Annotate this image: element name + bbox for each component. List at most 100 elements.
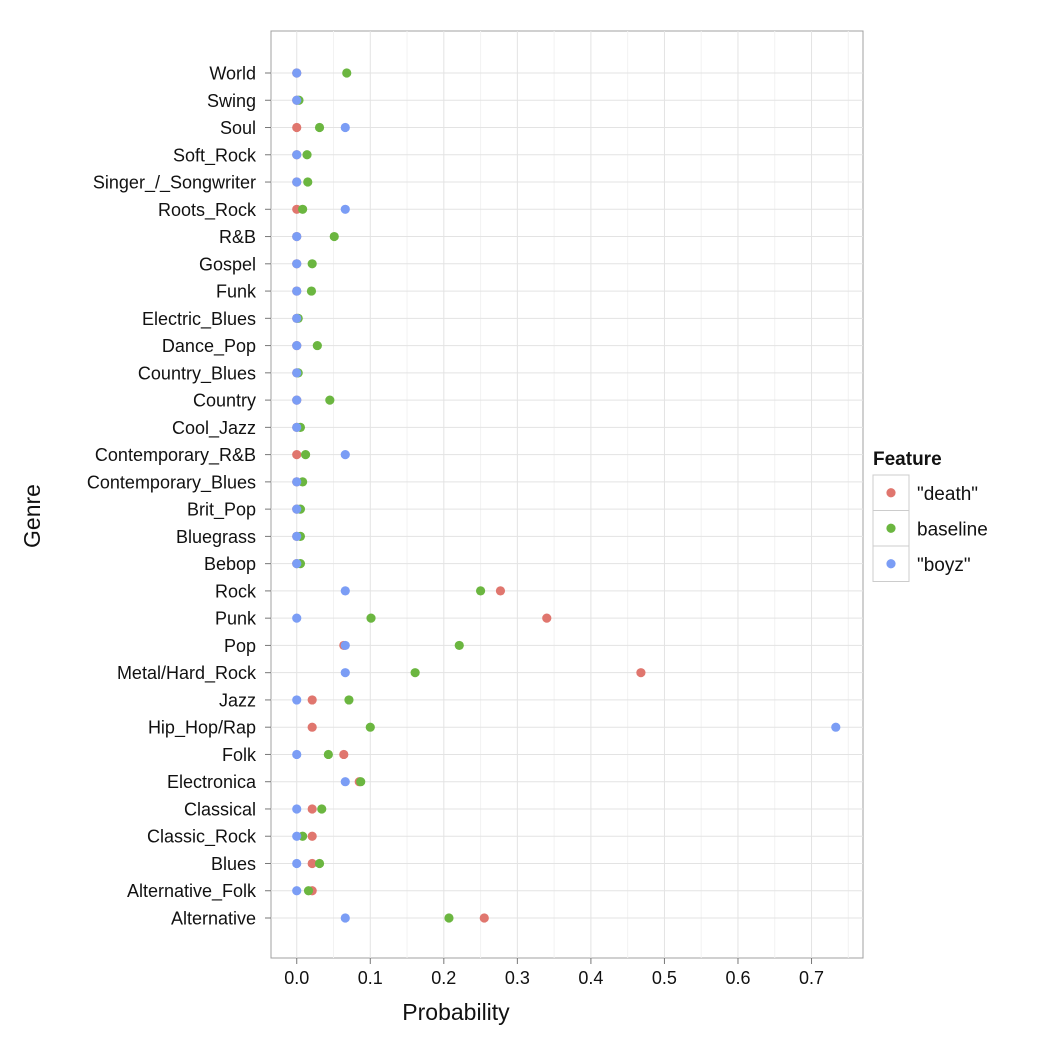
- data-point: [292, 613, 302, 623]
- data-point: [292, 858, 302, 869]
- data-point: [317, 804, 327, 814]
- data-point: [292, 831, 302, 841]
- data-point: [340, 586, 350, 596]
- data-point: [292, 122, 302, 133]
- data-point: [307, 804, 317, 814]
- x-axis-title: Probability: [402, 999, 510, 1025]
- legend-title: Feature: [873, 449, 942, 470]
- data-point: [303, 886, 314, 896]
- legend-label: "death": [917, 484, 978, 505]
- y-tick-label: R&B: [219, 227, 256, 247]
- data-point: [292, 531, 302, 541]
- x-tick-labels: 0.0 0.1 0.2 0.3 0.4 0.5 0.6 0.7: [284, 958, 824, 988]
- data-point: [340, 913, 350, 923]
- y-tick-label: Jazz: [219, 690, 256, 710]
- y-tick-label: Bluegrass: [176, 527, 256, 547]
- legend-key-point: [886, 559, 896, 569]
- legend-key-box: [872, 545, 910, 582]
- legend: Feature "death" baseline "boyz": [872, 449, 988, 582]
- x-tick-label: 0.3: [505, 968, 530, 988]
- data-point: [292, 886, 302, 896]
- y-tick-labels: Alternative Alternative_Folk Blues Classic_…: [87, 64, 271, 929]
- legend-key-point: [886, 523, 896, 533]
- legend-label: baseline: [917, 519, 988, 540]
- data-point: [454, 640, 464, 651]
- x-tick-label: 0.4: [578, 968, 603, 988]
- y-axis-title: Genre: [19, 484, 45, 548]
- y-tick-label: Soul: [220, 118, 256, 138]
- data-point: [344, 695, 354, 705]
- y-tick-label: Metal/Hard_Rock: [117, 663, 257, 684]
- y-tick-label: Contemporary_R&B: [95, 445, 256, 466]
- y-tick-label: Blues: [211, 854, 256, 874]
- data-point: [303, 177, 313, 187]
- data-point: [366, 613, 376, 623]
- data-point: [292, 177, 302, 187]
- y-tick-label: Country_Blues: [138, 363, 256, 384]
- y-tick-label: Roots_Rock: [158, 200, 257, 221]
- data-point: [329, 231, 339, 242]
- data-point: [410, 668, 420, 678]
- y-tick-label: Singer_/_Songwriter: [93, 173, 256, 194]
- x-tick-label: 0.2: [431, 968, 456, 988]
- legend-key-point: [886, 488, 896, 498]
- data-point: [542, 613, 552, 623]
- data-point: [298, 204, 308, 214]
- data-point: [292, 68, 302, 78]
- data-point: [306, 286, 317, 296]
- data-point: [340, 668, 350, 678]
- y-tick-label: Soft_Rock: [173, 145, 257, 166]
- x-tick-label: 0.7: [799, 968, 824, 988]
- y-tick-label: Brit_Pop: [187, 500, 256, 521]
- y-tick-label: Punk: [215, 609, 257, 629]
- data-point: [292, 422, 302, 432]
- y-tick-label: Country: [193, 391, 256, 411]
- x-tick-label: 0.1: [358, 968, 383, 988]
- data-point: [307, 858, 317, 869]
- y-tick-label: Alternative_Folk: [127, 881, 257, 902]
- data-point: [325, 395, 335, 405]
- data-point: [292, 749, 302, 760]
- data-point: [302, 150, 312, 160]
- y-tick-label: Hip_Hop/Rap: [148, 718, 256, 739]
- data-point: [340, 777, 350, 787]
- data-point: [292, 368, 302, 378]
- y-tick-label: Electronica: [167, 772, 257, 792]
- data-point: [495, 586, 506, 596]
- data-point: [307, 722, 317, 732]
- data-point: [475, 586, 486, 596]
- data-point: [340, 204, 350, 214]
- data-point: [292, 340, 302, 351]
- y-tick-label: Electric_Blues: [142, 309, 256, 330]
- y-tick-label: Contemporary_Blues: [87, 472, 256, 493]
- data-point: [340, 450, 350, 460]
- y-tick-label: Bebop: [204, 554, 256, 574]
- data-point: [444, 913, 454, 923]
- data-point: [292, 95, 302, 105]
- data-point: [307, 831, 317, 841]
- legend-items: "death" baseline "boyz": [872, 474, 988, 582]
- data-point: [314, 858, 325, 869]
- data-point: [307, 695, 317, 705]
- data-point: [356, 777, 366, 787]
- data-point: [292, 477, 302, 487]
- data-point: [292, 504, 302, 514]
- y-tick-label: Swing: [207, 91, 256, 111]
- data-point: [292, 804, 302, 814]
- y-tick-label: Classic_Rock: [147, 827, 257, 848]
- data-point: [339, 749, 349, 760]
- data-point: [292, 150, 302, 160]
- data-point: [312, 340, 322, 351]
- data-point: [314, 122, 325, 133]
- data-point: [636, 668, 646, 678]
- y-tick-label: Classical: [184, 799, 256, 819]
- data-point: [292, 286, 302, 296]
- legend-label: "boyz": [917, 555, 971, 576]
- y-tick-label: Cool_Jazz: [172, 418, 256, 439]
- x-tick-label: 0.5: [652, 968, 677, 988]
- data-point: [479, 913, 489, 923]
- x-tick-label: 0.6: [725, 968, 750, 988]
- grid-lines: [271, 31, 863, 958]
- y-tick-label: Dance_Pop: [162, 336, 256, 357]
- data-point: [292, 259, 302, 269]
